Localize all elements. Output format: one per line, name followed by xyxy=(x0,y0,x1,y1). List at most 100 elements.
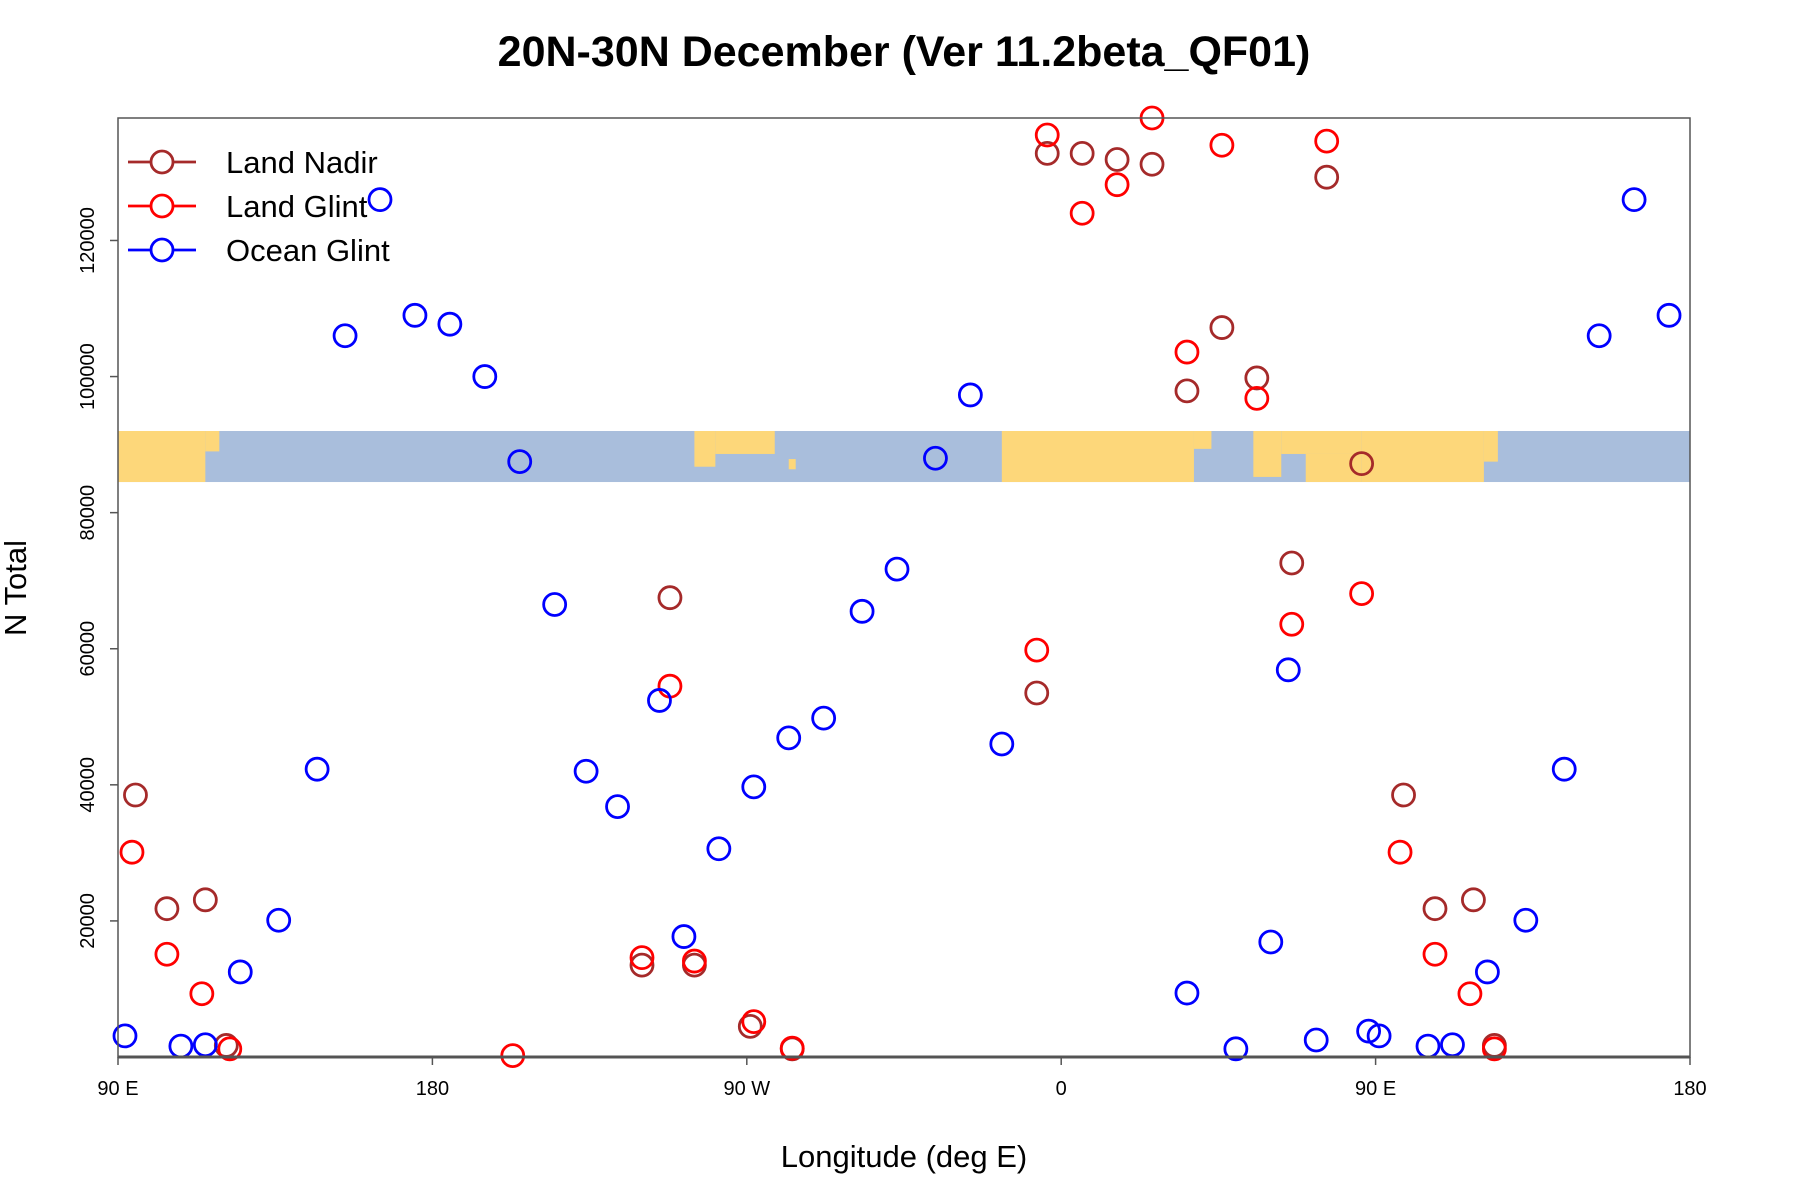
ocean-glint-point xyxy=(402,302,428,328)
land-glint-point xyxy=(154,941,180,967)
land-nadir-point xyxy=(1104,147,1130,172)
y-tick-label: 60000 xyxy=(77,621,99,677)
map-land xyxy=(788,459,796,470)
land-nadir-point xyxy=(1024,680,1050,706)
ocean-glint-point xyxy=(367,187,393,213)
land-nadir-point xyxy=(1034,140,1060,166)
ocean-glint-point xyxy=(1174,980,1200,1006)
land-glint-point xyxy=(1457,981,1483,1007)
legend-label-land-glint: Land Glint xyxy=(226,189,368,224)
ocean-glint-point xyxy=(1223,1036,1249,1062)
ocean-glint-point xyxy=(507,449,533,475)
y-tick-label: 100000 xyxy=(77,343,99,410)
land-glint-point xyxy=(1481,1036,1507,1062)
ocean-glint-point xyxy=(776,725,802,751)
ocean-glint-point xyxy=(923,445,948,471)
y-tick-label: 20000 xyxy=(77,893,99,949)
map-strip xyxy=(118,431,1690,483)
y-axis: 20000 40000 60000 80000 100000 120000 xyxy=(77,207,118,949)
ocean-glint-point xyxy=(1366,1023,1392,1049)
land-nadir-point xyxy=(629,952,655,978)
land-glint-point xyxy=(217,1036,243,1062)
land-nadir-point xyxy=(192,887,218,913)
ocean-glint-point xyxy=(573,758,599,784)
land-glint-point xyxy=(1279,611,1305,637)
y-tick-label: 80000 xyxy=(77,485,99,541)
land-glint-point xyxy=(1387,839,1413,865)
y-axis-label: N Total xyxy=(0,540,33,636)
land-glint-point xyxy=(741,1009,767,1035)
land-nadir-point xyxy=(737,1013,763,1039)
legend-marker-land-nadir xyxy=(149,149,175,175)
land-glint-point xyxy=(1314,128,1340,154)
y-tick-label: 120000 xyxy=(77,207,99,274)
land-nadir-point xyxy=(1461,887,1486,913)
legend-marker-land-glint xyxy=(149,193,175,219)
ocean-glint-point xyxy=(304,756,330,782)
x-tick-label: 90 W xyxy=(723,1078,770,1100)
data-points xyxy=(112,105,1682,1069)
ocean-glint-point xyxy=(1474,959,1500,985)
ocean-glint-point xyxy=(227,959,253,985)
map-land xyxy=(1483,431,1498,462)
ocean-glint-point xyxy=(1303,1027,1329,1053)
map-land xyxy=(1361,431,1484,483)
map-land xyxy=(715,431,775,454)
map-land xyxy=(1193,431,1212,449)
map-land xyxy=(1281,431,1362,454)
ocean-glint-point xyxy=(542,592,568,617)
land-nadir-point xyxy=(1244,365,1270,391)
land-glint-point xyxy=(189,981,215,1007)
x-tick-label: 0 xyxy=(1056,1078,1067,1100)
land-glint-point xyxy=(1244,385,1270,411)
ocean-glint-point xyxy=(989,731,1015,757)
land-nadir-point xyxy=(1279,550,1305,576)
land-glint-point xyxy=(1034,122,1060,148)
ocean-glint-point xyxy=(1586,323,1612,349)
ocean-glint-point xyxy=(706,836,732,862)
ocean-glint-point xyxy=(884,556,910,582)
land-nadir-point xyxy=(123,782,148,808)
x-tick-label: 90 E xyxy=(1355,1078,1396,1100)
x-axis-label: Longitude (deg E) xyxy=(781,1139,1027,1174)
land-glint-point xyxy=(682,948,707,974)
land-glint-point xyxy=(1069,200,1095,226)
land-nadir-point xyxy=(1174,378,1200,404)
legend-marker-ocean-glint xyxy=(149,237,175,263)
ocean-glint-point xyxy=(811,705,837,731)
ocean-glint-point xyxy=(112,1023,138,1049)
land-nadir-point xyxy=(1422,896,1448,922)
land-glint-point xyxy=(1104,172,1130,198)
land-glint-point xyxy=(629,945,655,971)
legend-label-ocean-glint: Ocean Glint xyxy=(226,233,390,268)
land-nadir-point xyxy=(1314,164,1340,190)
ocean-glint-point xyxy=(647,688,672,713)
ocean-glint-point xyxy=(472,364,498,389)
ocean-glint-point xyxy=(671,924,697,949)
ocean-glint-point xyxy=(1656,302,1682,328)
ocean-glint-point xyxy=(1513,907,1539,933)
map-land xyxy=(1001,431,1194,483)
land-nadir-point xyxy=(1139,151,1165,177)
x-axis: 90 E 180 90 W 0 90 E 180 xyxy=(97,1057,1707,1100)
land-nadir-point xyxy=(1209,315,1235,340)
land-glint-point xyxy=(1209,132,1235,158)
map-land xyxy=(205,431,220,452)
ocean-glint-point xyxy=(1551,756,1577,782)
land-glint-point xyxy=(779,1035,805,1061)
x-tick-label: 180 xyxy=(1673,1078,1706,1100)
land-glint-point xyxy=(1174,339,1200,365)
land-glint-point xyxy=(1024,637,1050,663)
land-glint-point xyxy=(119,839,145,865)
land-glint-point xyxy=(1422,941,1448,967)
ocean-glint-point xyxy=(1258,929,1284,955)
legend: Land Nadir Land Glint Ocean Glint xyxy=(128,145,390,268)
legend-label-land-nadir: Land Nadir xyxy=(226,145,378,180)
map-land xyxy=(694,431,716,467)
map-land xyxy=(1253,431,1282,477)
land-nadir-point xyxy=(1349,451,1375,477)
x-tick-label: 180 xyxy=(416,1078,449,1100)
y-tick-label: 40000 xyxy=(77,757,99,813)
